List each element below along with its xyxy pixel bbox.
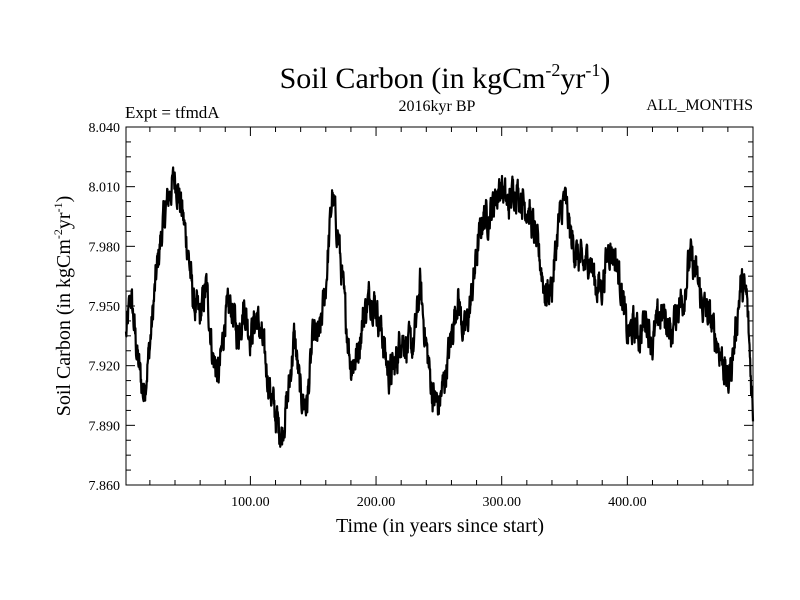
y-axis-label: Soil Carbon (in kgCm-2yr-1) xyxy=(51,196,75,417)
y-tick-label: 7.980 xyxy=(89,240,121,255)
y-tick-label: 7.950 xyxy=(89,300,121,315)
y-tick-label: 7.920 xyxy=(89,360,121,375)
x-tick-label: 400.00 xyxy=(608,495,647,510)
y-axis-ticks: 7.860 7.890 7.920 7.950 7.980 8.010 8.040 xyxy=(89,121,753,494)
chart-title: Soil Carbon (in kgCm-2yr-1) xyxy=(280,60,611,95)
subtitle-label: 2016kyr BP xyxy=(399,98,476,115)
x-tick-label: 100.00 xyxy=(231,495,270,510)
x-tick-label: 300.00 xyxy=(482,495,521,510)
series-line-soil-carbon xyxy=(124,166,755,448)
ylabel-superscript-1: -2 xyxy=(51,229,65,239)
period-label: ALL_MONTHS xyxy=(646,97,753,114)
x-tick-label: 200.00 xyxy=(357,495,396,510)
x-axis-ticks: 100.00 200.00 300.00 400.00 xyxy=(149,127,729,510)
experiment-label: Expt = tfmdA xyxy=(125,103,220,122)
series-group xyxy=(124,166,755,448)
y-tick-label: 7.890 xyxy=(89,419,121,434)
title-superscript-1: -2 xyxy=(545,60,560,80)
title-superscript-2: -1 xyxy=(585,60,600,80)
ylabel-superscript-2: -1 xyxy=(51,202,65,212)
x-axis-label: Time (in years since start) xyxy=(336,515,544,537)
plot-frame xyxy=(125,126,754,486)
y-tick-label: 7.860 xyxy=(89,479,121,494)
y-tick-label: 8.010 xyxy=(89,181,121,196)
y-tick-label: 8.040 xyxy=(89,121,121,136)
